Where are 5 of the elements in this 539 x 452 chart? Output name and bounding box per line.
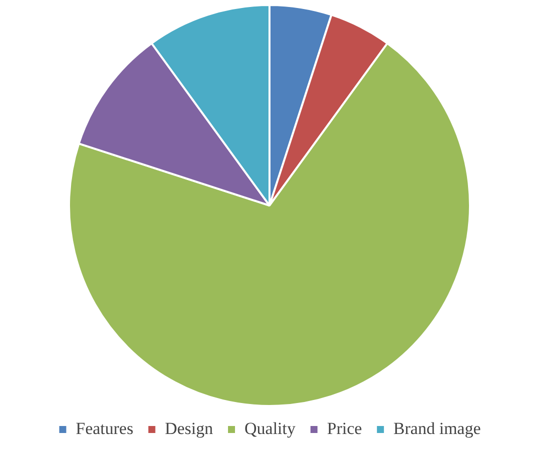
legend-label: Features — [76, 418, 134, 438]
legend-label: Brand image — [393, 418, 481, 438]
legend-label: Price — [326, 418, 362, 438]
legend-label: Design — [164, 418, 214, 438]
legend-label: Quality — [244, 418, 296, 438]
